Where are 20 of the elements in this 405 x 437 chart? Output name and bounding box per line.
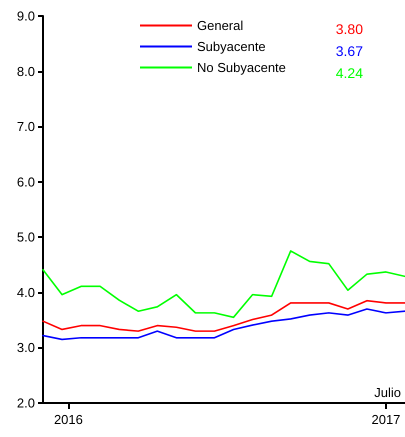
y-tick-label: 4.0 [16,284,35,300]
annotation: 3.80 [336,21,364,37]
line-series [42,250,405,318]
line-series [42,300,405,332]
y-tick-label: 2.0 [16,396,35,410]
y-tick-label: 3.0 [16,340,35,356]
line-series [42,308,405,340]
legend-label: Subyacente [197,39,266,54]
x-tick-label: 2016 [54,412,83,427]
y-tick-label: 9.0 [16,8,35,24]
legend-label: No Subyacente [197,60,286,75]
y-tick-label: 8.0 [16,64,35,79]
y-tick-label: 6.0 [16,174,35,190]
legend-label: General [197,18,244,33]
annotation: Julio [374,385,402,400]
annotation: 4.24 [336,65,364,81]
annotation: 3.67 [336,43,364,59]
x-tick-label: 2017 [371,412,400,427]
y-tick-label: 7.0 [16,119,35,134]
y-tick-label: 5.0 [16,230,35,245]
